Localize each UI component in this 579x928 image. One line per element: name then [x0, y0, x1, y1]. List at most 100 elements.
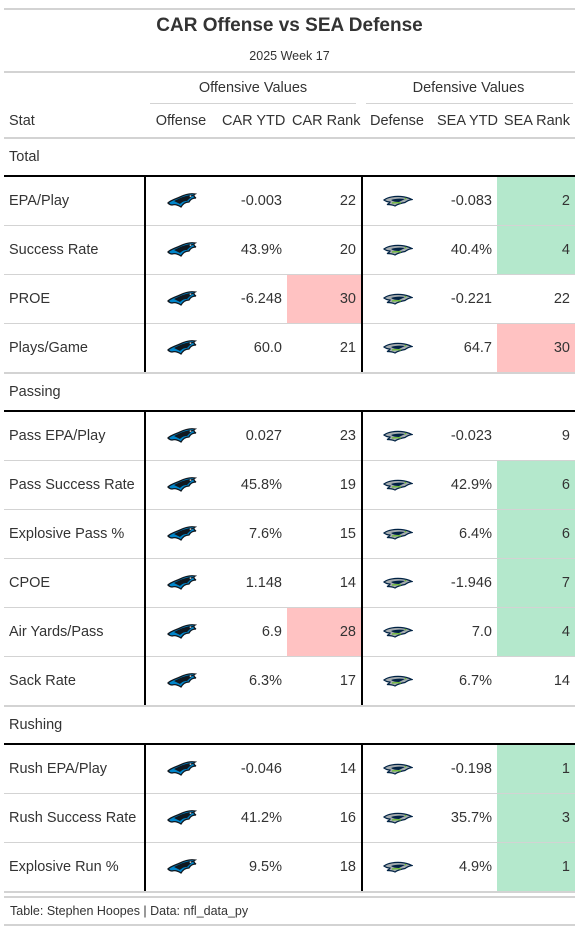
offense-logo-cell: [144, 176, 217, 226]
sea-rank-value: 1: [497, 842, 575, 893]
panthers-logo-icon: [166, 673, 197, 689]
car-ytd-value: -0.046: [217, 744, 287, 794]
col-header-stat: Stat: [4, 104, 145, 139]
seahawks-logo-icon: [382, 428, 413, 444]
defense-logo-cell: [361, 176, 432, 226]
source-note: Table: Stephen Hoopes | Data: nfl_data_p…: [10, 904, 249, 918]
car-rank-value: 14: [287, 558, 362, 608]
defense-logo-cell: [361, 842, 432, 893]
table-row: Explosive Pass % 7.6% 15 6.4% 6: [4, 509, 575, 559]
car-ytd-value: -6.248: [217, 274, 287, 324]
seahawks-logo-icon: [382, 291, 413, 307]
offense-logo-cell: [144, 274, 217, 324]
sea-ytd-value: -0.221: [432, 274, 497, 324]
offense-logo-cell: [144, 744, 217, 794]
sea-ytd-value: 6.7%: [432, 656, 497, 707]
col-header-offense: Offense: [145, 104, 217, 139]
stat-name: Explosive Pass %: [4, 509, 145, 559]
sea-rank-value: 22: [497, 274, 575, 324]
seahawks-logo-icon: [382, 526, 413, 542]
table-row: Rush Success Rate 41.2% 16 35.7% 3: [4, 793, 575, 843]
col-header-car-rank: CAR Rank: [287, 104, 362, 139]
sea-ytd-value: 42.9%: [432, 460, 497, 510]
panthers-logo-icon: [166, 859, 197, 875]
sea-rank-value: 3: [497, 793, 575, 843]
sea-rank-value: 2: [497, 176, 575, 226]
table-subtitle: 2025 Week 17: [249, 49, 330, 63]
sea-ytd-value: 6.4%: [432, 509, 497, 559]
panthers-logo-icon: [166, 810, 197, 826]
sea-rank-value: 4: [497, 225, 575, 275]
car-rank-value: 18: [287, 842, 362, 893]
sea-ytd-value: -0.198: [432, 744, 497, 794]
group-label: Rushing: [4, 706, 575, 745]
table-row: Success Rate 43.9% 20 40.4% 4: [4, 225, 575, 275]
bottom-rule: [4, 924, 575, 926]
sea-rank-value: 30: [497, 323, 575, 374]
panthers-logo-icon: [166, 761, 197, 777]
sea-ytd-value: -1.946: [432, 558, 497, 608]
car-rank-value: 19: [287, 460, 362, 510]
seahawks-logo-icon: [382, 575, 413, 591]
defense-logo-cell: [361, 323, 432, 374]
sea-rank-value: 7: [497, 558, 575, 608]
group-label: Total: [4, 138, 575, 177]
col-header-car-ytd: CAR YTD: [217, 104, 287, 139]
seahawks-logo-icon: [382, 810, 413, 826]
col-header-defense: Defense: [362, 104, 432, 139]
car-rank-value: 15: [287, 509, 362, 559]
car-rank-value: 28: [287, 607, 362, 657]
defense-logo-cell: [361, 225, 432, 275]
defense-logo-cell: [361, 274, 432, 324]
table-row: Rush EPA/Play -0.046 14 -0.198 1: [4, 744, 575, 794]
group-row: Passing: [4, 373, 575, 412]
offense-logo-cell: [144, 411, 217, 461]
car-ytd-value: 0.027: [217, 411, 287, 461]
seahawks-logo-icon: [382, 859, 413, 875]
sea-rank-value: 6: [497, 460, 575, 510]
car-rank-value: 21: [287, 323, 362, 374]
stats-table: Stat Offense CAR YTD CAR Rank Defense SE…: [4, 104, 575, 893]
spanner-defensive-values: Defensive Values: [412, 80, 525, 96]
panthers-logo-icon: [166, 477, 197, 493]
table-row: Plays/Game 60.0 21 64.7 30: [4, 323, 575, 374]
car-ytd-value: 7.6%: [217, 509, 287, 559]
sea-rank-value: 4: [497, 607, 575, 657]
car-rank-value: 22: [287, 176, 362, 226]
stat-name: Success Rate: [4, 225, 145, 275]
sea-ytd-value: 35.7%: [432, 793, 497, 843]
stat-name: EPA/Play: [4, 176, 145, 226]
panthers-logo-icon: [166, 575, 197, 591]
table-body: Total EPA/Play -0.003 22 -0.083 2 Success Ra…: [4, 138, 575, 893]
seahawks-logo-icon: [382, 340, 413, 356]
group-label: Passing: [4, 373, 575, 412]
seahawks-logo-icon: [382, 477, 413, 493]
sea-ytd-value: 40.4%: [432, 225, 497, 275]
spanner-offense-line: [150, 103, 356, 104]
stat-name: Air Yards/Pass: [4, 607, 145, 657]
table-row: Explosive Run % 9.5% 18 4.9% 1: [4, 842, 575, 893]
seahawks-logo-icon: [382, 242, 413, 258]
sea-rank-value: 9: [497, 411, 575, 461]
seahawks-logo-icon: [382, 193, 413, 209]
group-row: Total: [4, 138, 575, 177]
defense-logo-cell: [361, 744, 432, 794]
spanner-defense-line: [366, 103, 573, 104]
offense-logo-cell: [144, 842, 217, 893]
table-row: Air Yards/Pass 6.9 28 7.0 4: [4, 607, 575, 657]
defense-logo-cell: [361, 793, 432, 843]
car-rank-value: 14: [287, 744, 362, 794]
car-ytd-value: 6.9: [217, 607, 287, 657]
stat-name: PROE: [4, 274, 145, 324]
offense-logo-cell: [144, 607, 217, 657]
stat-name: Explosive Run %: [4, 842, 145, 893]
offense-logo-cell: [144, 509, 217, 559]
offense-logo-cell: [144, 460, 217, 510]
defense-logo-cell: [361, 656, 432, 707]
seahawks-logo-icon: [382, 761, 413, 777]
stat-name: Rush EPA/Play: [4, 744, 145, 794]
car-ytd-value: 9.5%: [217, 842, 287, 893]
sea-rank-value: 14: [497, 656, 575, 707]
sea-ytd-value: -0.083: [432, 176, 497, 226]
